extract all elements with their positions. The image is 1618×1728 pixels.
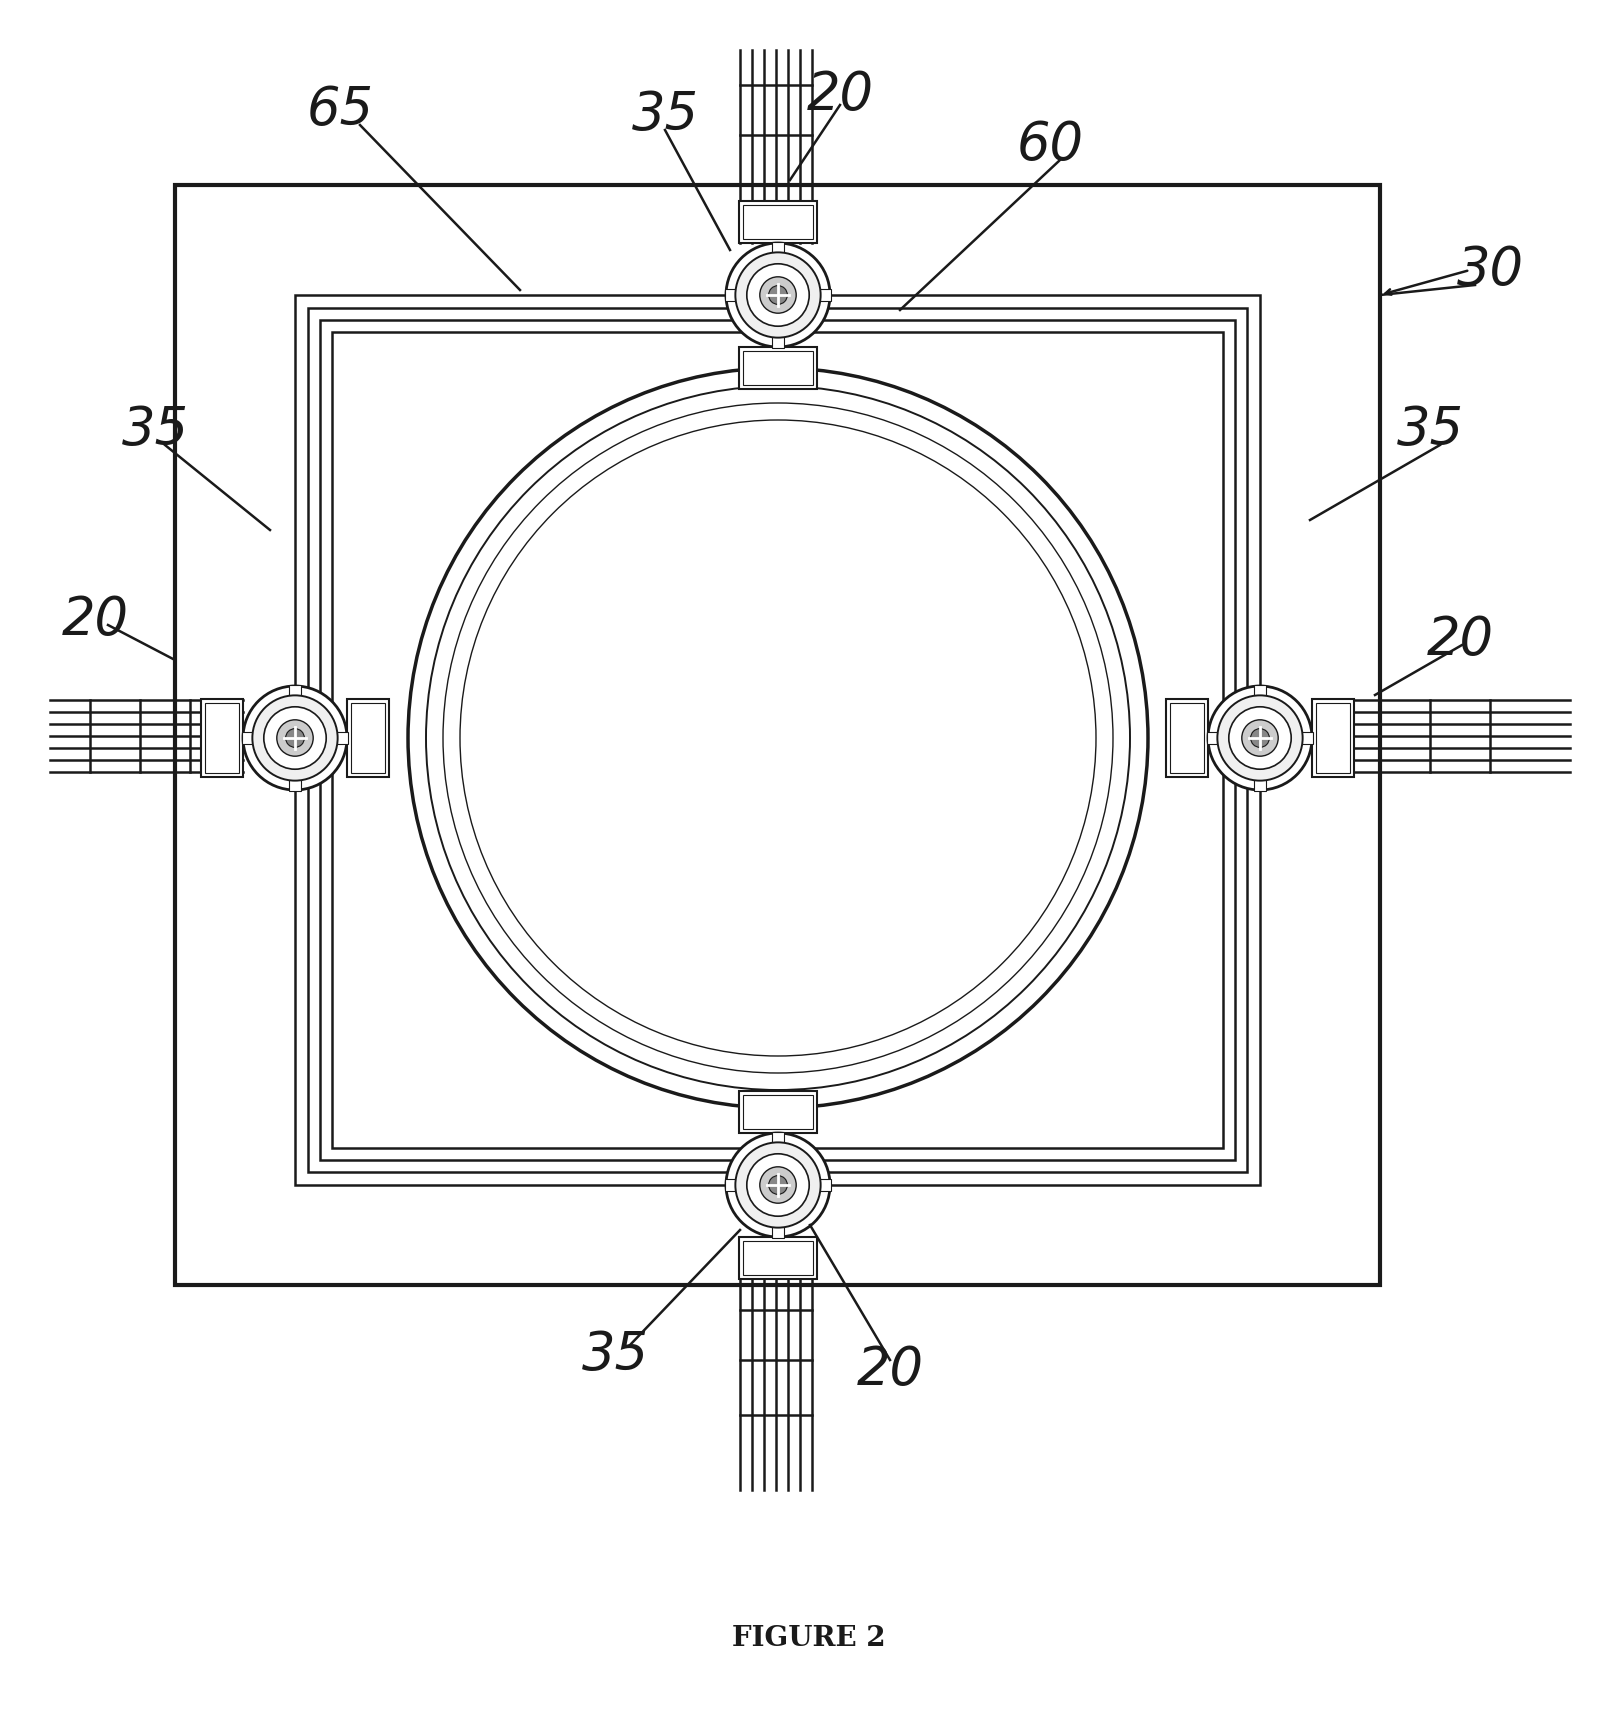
Bar	[1167, 700, 1209, 778]
Text: 20: 20	[856, 1344, 924, 1396]
Text: 60: 60	[1016, 119, 1084, 171]
Text: 35: 35	[1396, 404, 1464, 456]
Bar	[320, 320, 1235, 1159]
Bar	[351, 703, 385, 772]
Circle shape	[760, 1166, 796, 1203]
Text: 35: 35	[581, 1329, 649, 1381]
Bar	[1254, 684, 1267, 698]
Circle shape	[1217, 695, 1302, 781]
Bar	[725, 1178, 738, 1191]
Bar	[332, 332, 1223, 1147]
Circle shape	[735, 252, 820, 337]
Text: 20: 20	[61, 594, 128, 646]
Bar	[743, 351, 812, 385]
Text: FIGURE 2: FIGURE 2	[733, 1624, 885, 1652]
Circle shape	[286, 729, 304, 746]
Bar	[346, 700, 388, 778]
Bar	[1170, 703, 1204, 772]
Bar	[1254, 779, 1267, 791]
Bar	[739, 202, 817, 244]
Bar	[175, 185, 1380, 1286]
Circle shape	[769, 1175, 788, 1194]
Circle shape	[748, 1154, 809, 1217]
Bar	[772, 1132, 785, 1144]
Bar	[1301, 731, 1314, 745]
Bar	[1312, 700, 1354, 778]
Bar	[819, 1178, 832, 1191]
Text: 35: 35	[631, 90, 699, 142]
Circle shape	[760, 276, 796, 313]
Bar	[1207, 731, 1220, 745]
Bar	[743, 206, 812, 238]
Circle shape	[1241, 721, 1278, 757]
Text: 35: 35	[121, 404, 189, 456]
Text: 20: 20	[1427, 613, 1493, 665]
Circle shape	[264, 707, 327, 769]
Bar	[201, 700, 243, 778]
Circle shape	[748, 264, 809, 327]
Circle shape	[243, 686, 346, 790]
Bar	[739, 1237, 817, 1279]
Bar	[772, 242, 785, 254]
Bar	[307, 308, 1247, 1172]
Bar	[294, 295, 1260, 1185]
Circle shape	[252, 695, 338, 781]
Text: 65: 65	[306, 85, 374, 137]
Bar	[739, 1092, 817, 1134]
Bar	[743, 1096, 812, 1128]
Circle shape	[1228, 707, 1291, 769]
Circle shape	[277, 721, 314, 757]
Circle shape	[735, 1142, 820, 1227]
Circle shape	[726, 244, 830, 347]
Bar	[772, 335, 785, 347]
Bar	[772, 1225, 785, 1237]
Bar	[743, 1241, 812, 1275]
Bar	[739, 347, 817, 389]
Circle shape	[769, 285, 788, 304]
Text: 30: 30	[1456, 244, 1524, 295]
Bar	[205, 703, 239, 772]
Bar	[819, 289, 832, 301]
Circle shape	[1251, 729, 1270, 746]
Bar	[288, 684, 301, 698]
Text: 20: 20	[806, 69, 874, 121]
Bar	[243, 731, 254, 745]
Circle shape	[726, 1134, 830, 1237]
Bar	[725, 289, 738, 301]
Circle shape	[1209, 686, 1312, 790]
Bar	[1315, 703, 1349, 772]
Bar	[335, 731, 348, 745]
Bar	[288, 779, 301, 791]
